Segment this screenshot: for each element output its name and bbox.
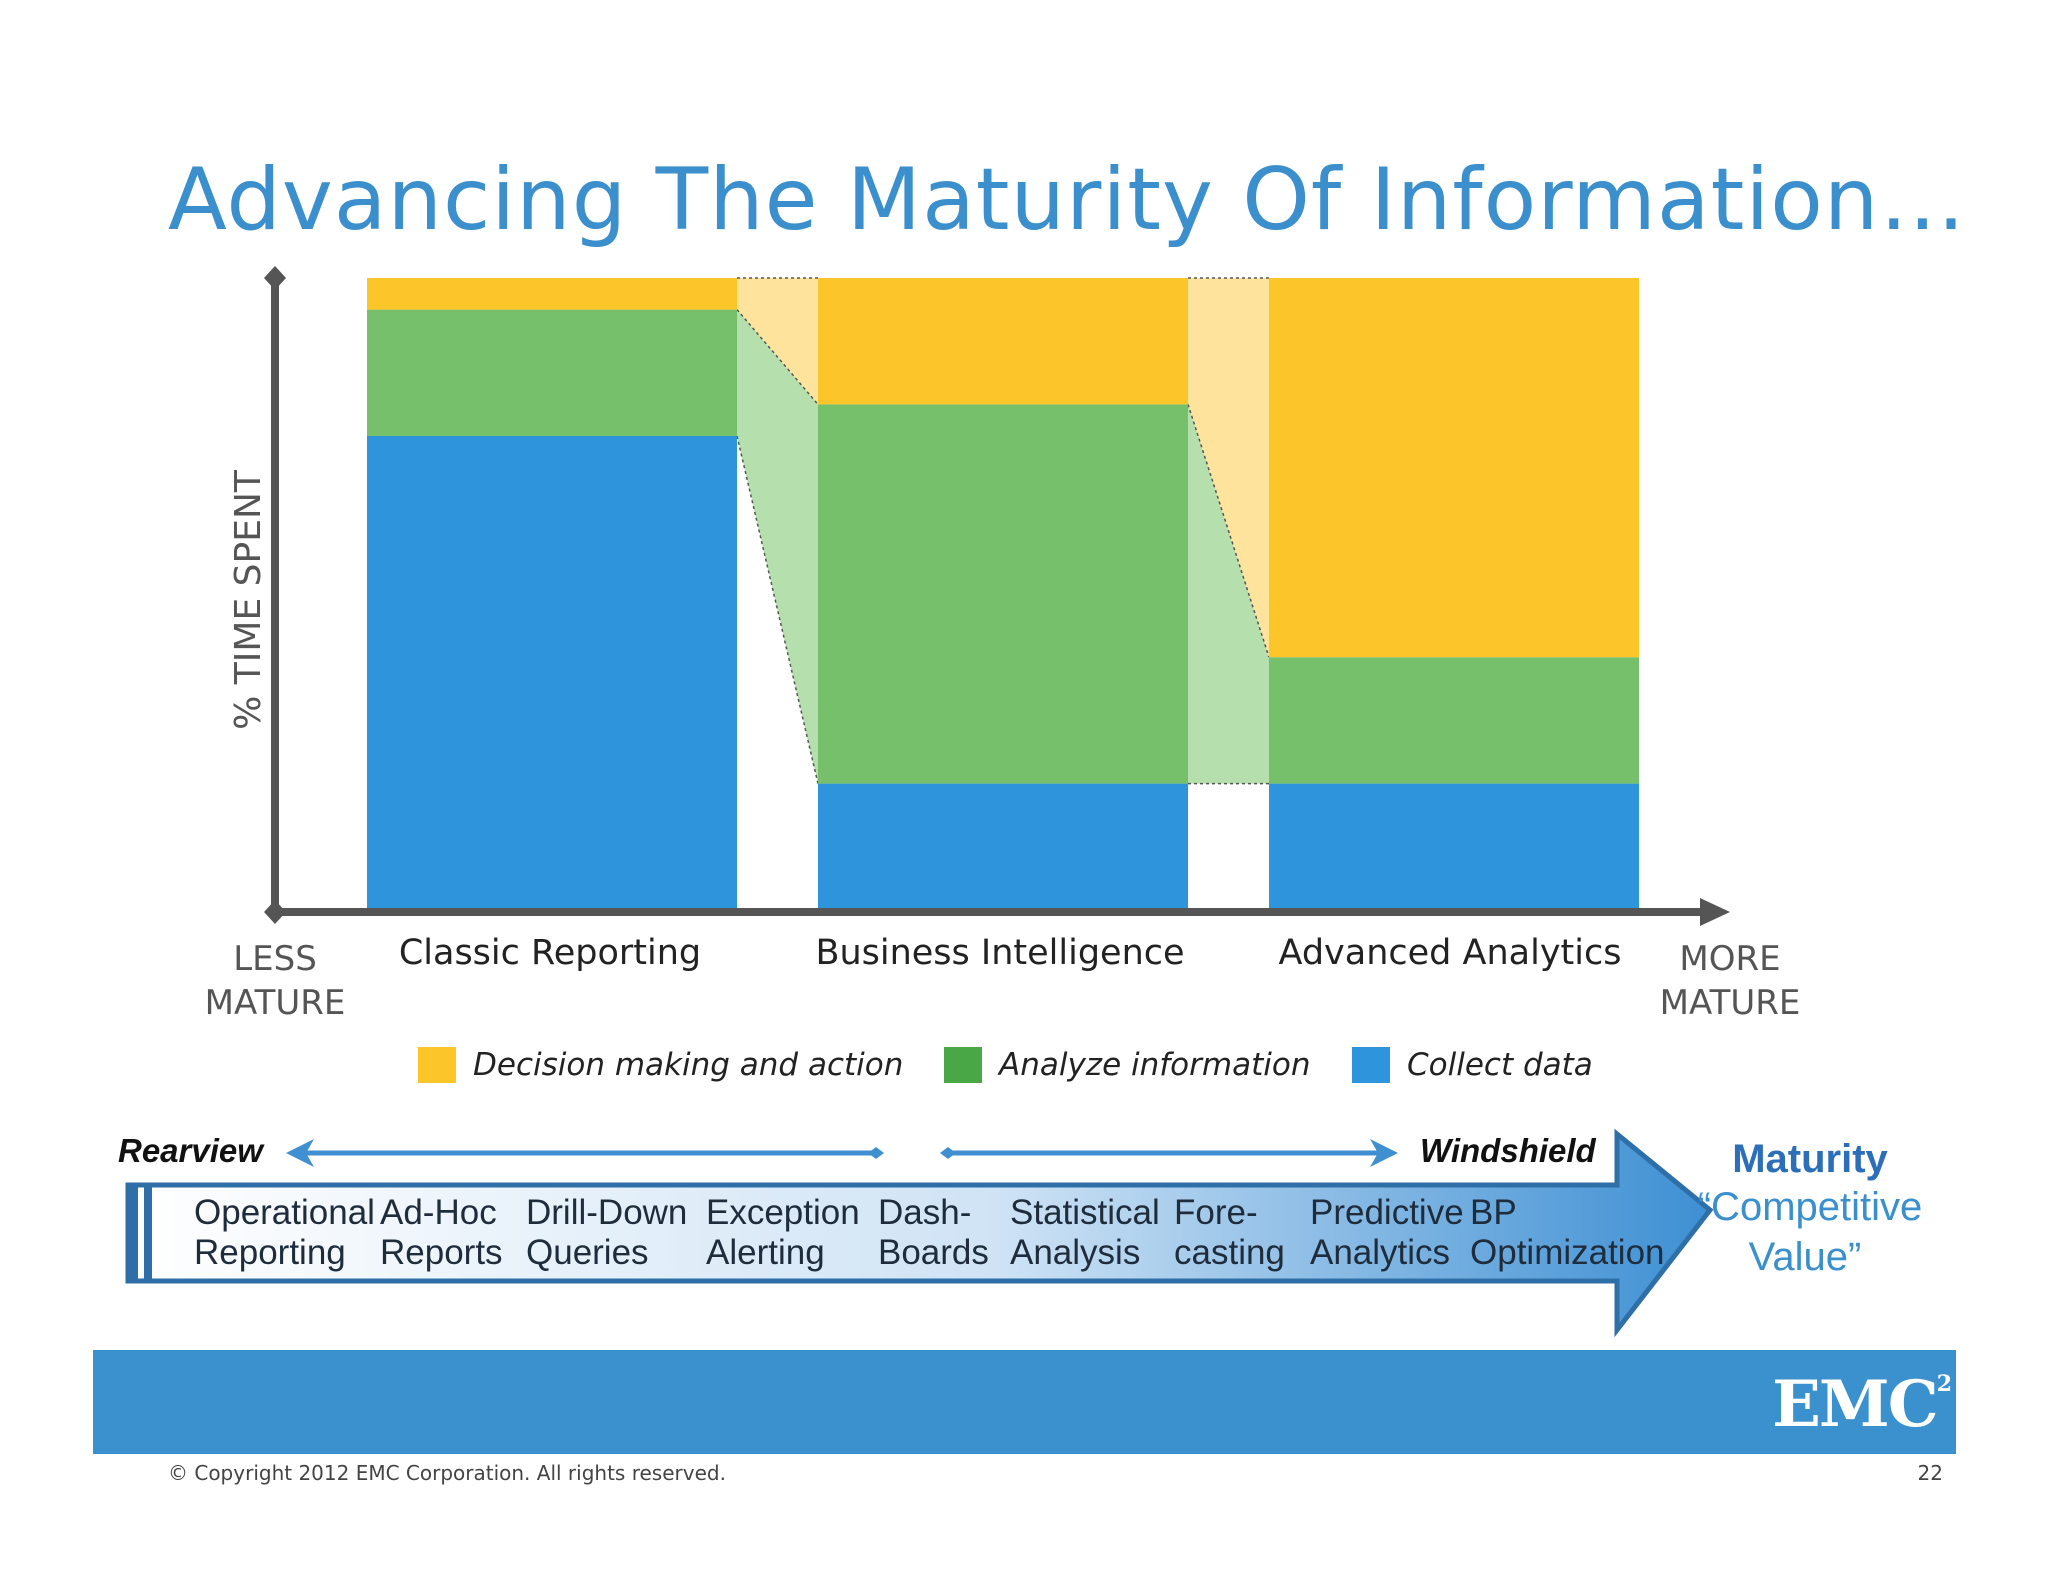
- category-label-2: Business Intelligence: [815, 933, 1184, 973]
- connector-band-2-1: [1188, 783, 1269, 910]
- x-axis-arrowhead: [1700, 898, 1730, 926]
- less-mature-label-1: LESS: [233, 939, 317, 979]
- stage-label-9-2: Optimization: [1470, 1233, 1665, 1272]
- footer-band: [93, 1350, 1956, 1454]
- stage-label-9-1: BP: [1470, 1193, 1517, 1232]
- y-axis-end-diamond: [264, 266, 286, 290]
- stage-label-1-2: Reporting: [194, 1233, 346, 1272]
- stage-label-7-1: Fore-: [1174, 1193, 1258, 1232]
- copyright-text: © Copyright 2012 EMC Corporation. All ri…: [168, 1461, 726, 1485]
- connector-line-2-2: [1187, 404, 1270, 658]
- maturity-arrow-left-edge: [128, 1185, 138, 1281]
- stage-label-3-2: Queries: [526, 1233, 649, 1272]
- legend-label-1: Decision making and action: [473, 1047, 903, 1083]
- axis-origin-diamond: [264, 900, 286, 924]
- stage-label-6-1: Statistical: [1010, 1193, 1160, 1232]
- rearview-label: Rearview: [118, 1132, 265, 1169]
- emc-logo: EMC2: [1772, 1367, 1952, 1442]
- connector-band-2-3: [1188, 278, 1269, 658]
- connector-band-1-2: [737, 309, 818, 784]
- stage-label-5-1: Dash-: [878, 1193, 971, 1232]
- legend-label-3: Collect data: [1407, 1047, 1593, 1083]
- connector-band-1-3: [737, 278, 818, 405]
- rearview-arrowhead: [286, 1139, 314, 1167]
- windshield-label: Windshield: [1420, 1132, 1597, 1169]
- less-mature-label-2: MATURE: [205, 983, 346, 1023]
- stage-label-8-1: Predictive: [1310, 1193, 1464, 1232]
- maturity-competitive: “Competitive: [1698, 1185, 1923, 1229]
- maturity-heading: Maturity: [1732, 1137, 1888, 1181]
- bar-collect-data-3: [1269, 783, 1639, 910]
- connector-band-2-2: [1188, 404, 1269, 784]
- stage-label-8-2: Analytics: [1310, 1233, 1450, 1272]
- legend-label-2: Analyze information: [997, 1047, 1310, 1083]
- windshield-arrowhead: [1370, 1139, 1398, 1167]
- bar-decision-making-and-action-1: [367, 278, 737, 310]
- stage-label-6-2: Analysis: [1010, 1233, 1140, 1272]
- stage-label-2-2: Reports: [380, 1233, 503, 1272]
- legend-swatch-2: [944, 1047, 982, 1083]
- stage-label-4-2: Alerting: [706, 1233, 825, 1272]
- maturity-arrow: [125, 1128, 1714, 1338]
- y-axis-label: % TIME SPENT: [228, 469, 269, 730]
- bar-collect-data-1: [367, 436, 737, 910]
- bar-decision-making-and-action-2: [818, 278, 1188, 405]
- stage-label-3-1: Drill-Down: [526, 1193, 687, 1232]
- category-label-1: Classic Reporting: [399, 933, 701, 973]
- stage-label-2-1: Ad-Hoc: [380, 1193, 497, 1232]
- connector-line-1-2: [736, 309, 819, 405]
- more-mature-label-2: MATURE: [1660, 983, 1801, 1023]
- bar-collect-data-2: [818, 783, 1188, 910]
- rearview-arrow-tail: [868, 1147, 884, 1159]
- legend-swatch-1: [418, 1047, 456, 1083]
- maturity-value: Value”: [1749, 1235, 1862, 1279]
- slide-title: Advancing The Maturity Of Information…: [168, 150, 1967, 250]
- bar-analyze-information-1: [367, 309, 737, 436]
- bar-analyze-information-2: [818, 404, 1188, 784]
- page-number: 22: [1917, 1461, 1943, 1485]
- stage-label-4-1: Exception: [706, 1193, 860, 1232]
- legend-swatch-3: [1352, 1047, 1390, 1083]
- stage-label-1-1: Operational: [194, 1193, 375, 1232]
- maturity-arrow-left-stripe: [144, 1185, 152, 1281]
- bar-analyze-information-3: [1269, 657, 1639, 784]
- stage-label-5-2: Boards: [878, 1233, 989, 1272]
- connector-band-1-1: [737, 436, 818, 910]
- windshield-arrow-tail: [940, 1147, 956, 1159]
- category-label-3: Advanced Analytics: [1279, 933, 1622, 973]
- more-mature-label-1: MORE: [1679, 939, 1780, 979]
- bar-decision-making-and-action-3: [1269, 278, 1639, 658]
- stage-label-7-2: casting: [1174, 1233, 1285, 1272]
